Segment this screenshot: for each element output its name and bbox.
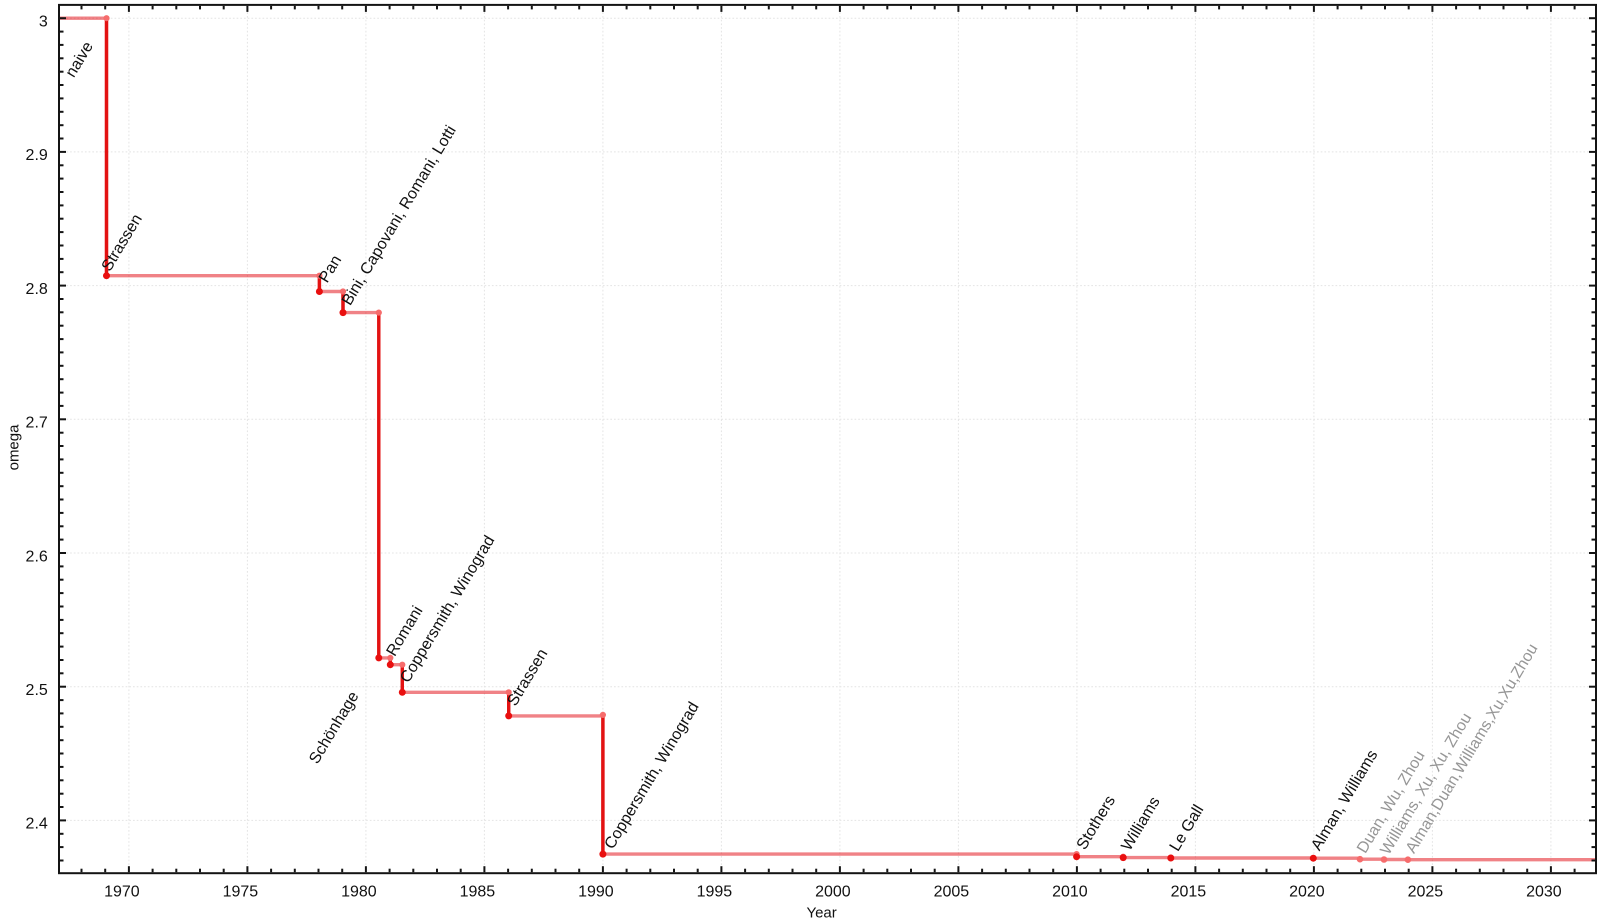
svg-text:Strassen: Strassen <box>504 646 551 709</box>
svg-text:1995: 1995 <box>697 884 733 901</box>
svg-text:Pan: Pan <box>316 253 345 286</box>
svg-text:omega: omega <box>5 424 22 471</box>
svg-text:1970: 1970 <box>104 884 140 901</box>
svg-text:2020: 2020 <box>1289 884 1325 901</box>
svg-text:2.6: 2.6 <box>26 548 48 565</box>
svg-text:naive: naive <box>63 39 97 81</box>
svg-text:2025: 2025 <box>1408 884 1444 901</box>
svg-text:2.8: 2.8 <box>26 281 48 298</box>
svg-text:2005: 2005 <box>934 884 970 901</box>
svg-text:2.4: 2.4 <box>26 816 48 833</box>
svg-text:2000: 2000 <box>815 884 851 901</box>
svg-text:Le Gall: Le Gall <box>1167 802 1208 854</box>
svg-text:2015: 2015 <box>1171 884 1207 901</box>
svg-text:Williams: Williams <box>1118 794 1163 854</box>
svg-text:Year: Year <box>806 905 836 920</box>
svg-text:3: 3 <box>39 14 48 31</box>
svg-text:Schönhage: Schönhage <box>306 689 362 767</box>
svg-text:2.9: 2.9 <box>26 147 48 164</box>
svg-text:2030: 2030 <box>1526 884 1562 901</box>
svg-text:1975: 1975 <box>223 884 259 901</box>
svg-text:Stothers: Stothers <box>1074 793 1119 853</box>
svg-text:1990: 1990 <box>578 884 614 901</box>
svg-text:Coppersmith, Winograd: Coppersmith, Winograd <box>602 699 703 852</box>
svg-text:2010: 2010 <box>1052 884 1088 901</box>
svg-text:1980: 1980 <box>341 884 377 901</box>
svg-text:2.7: 2.7 <box>26 415 48 432</box>
svg-text:1985: 1985 <box>460 884 496 901</box>
svg-text:Bini, Capovani, Romani, Lotti: Bini, Capovani, Romani, Lotti <box>339 123 460 309</box>
svg-text:Alman,Duan,Williams,Xu,Xu,Zhou: Alman,Duan,Williams,Xu,Xu,Zhou <box>1403 641 1542 856</box>
svg-text:2.5: 2.5 <box>26 682 48 699</box>
